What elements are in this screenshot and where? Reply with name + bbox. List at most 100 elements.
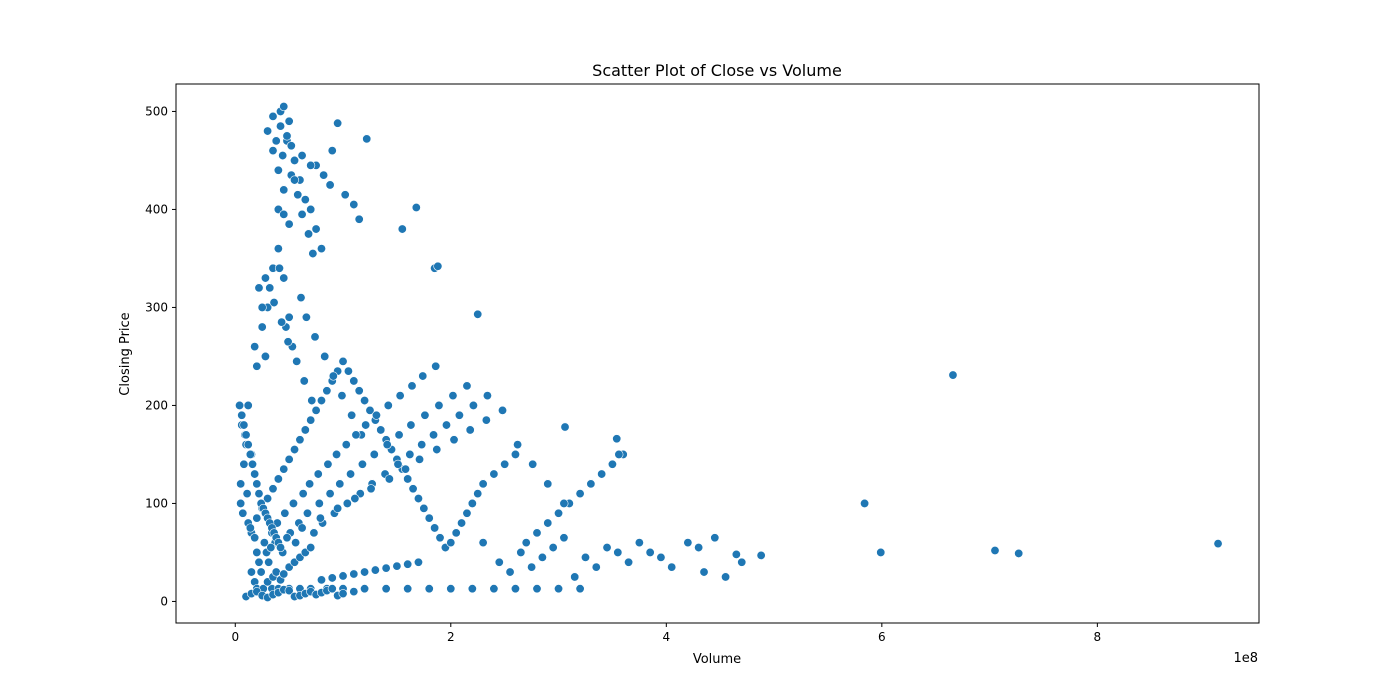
- data-point: [335, 479, 345, 489]
- data-point: [239, 459, 249, 469]
- data-point: [494, 557, 504, 567]
- data-point: [246, 567, 256, 577]
- data-point: [467, 584, 477, 594]
- y-tick-label: 0: [160, 594, 168, 608]
- y-tick-label: 100: [145, 496, 168, 510]
- data-point: [319, 170, 329, 180]
- data-point: [302, 508, 312, 518]
- data-point: [731, 549, 741, 559]
- data-point: [265, 283, 275, 293]
- data-point: [449, 435, 459, 445]
- data-point: [559, 533, 569, 543]
- data-point: [338, 356, 348, 366]
- data-point: [307, 396, 317, 406]
- data-point: [250, 342, 260, 352]
- data-point: [366, 484, 376, 494]
- data-point: [349, 376, 359, 386]
- data-point: [256, 567, 266, 577]
- data-point: [297, 151, 307, 161]
- data-point: [273, 165, 283, 175]
- data-point: [435, 533, 445, 543]
- data-point: [242, 489, 252, 499]
- data-point: [284, 586, 294, 596]
- data-point: [408, 484, 418, 494]
- data-point: [384, 474, 394, 484]
- x-tick-label: 4: [662, 630, 670, 644]
- data-point: [376, 425, 386, 435]
- data-point: [271, 567, 281, 577]
- data-point: [548, 543, 558, 553]
- data-point: [260, 351, 270, 361]
- data-point: [327, 584, 337, 594]
- data-point: [575, 489, 585, 499]
- x-axis-ticks: 0 2 4 6 8: [231, 623, 1101, 644]
- data-point: [403, 584, 413, 594]
- data-point: [308, 249, 318, 259]
- data-point: [263, 494, 273, 504]
- data-point: [300, 425, 310, 435]
- data-point: [349, 569, 359, 579]
- data-point: [337, 391, 347, 401]
- data-point: [876, 547, 886, 557]
- data-point: [299, 376, 309, 386]
- data-point: [424, 513, 434, 523]
- data-point: [279, 273, 289, 283]
- data-point: [446, 584, 456, 594]
- data-point: [245, 449, 255, 459]
- data-point: [478, 479, 488, 489]
- data-point: [597, 469, 607, 479]
- data-point: [554, 584, 564, 594]
- data-point: [282, 533, 292, 543]
- data-point: [297, 209, 307, 219]
- data-point: [683, 538, 693, 548]
- data-point: [338, 589, 348, 599]
- data-point: [306, 543, 316, 553]
- data-point: [286, 141, 296, 151]
- data-point: [586, 479, 596, 489]
- data-point: [607, 459, 617, 469]
- data-point: [430, 523, 440, 533]
- data-point: [260, 273, 270, 283]
- data-point: [1213, 539, 1223, 549]
- y-tick-label: 500: [145, 104, 168, 118]
- data-point: [257, 322, 267, 332]
- data-point: [403, 559, 413, 569]
- data-point: [274, 263, 284, 273]
- data-point: [279, 185, 289, 195]
- data-point: [401, 464, 411, 474]
- data-point: [451, 528, 461, 538]
- data-point: [513, 440, 523, 450]
- data-point: [432, 445, 442, 455]
- data-point: [481, 415, 491, 425]
- data-point: [263, 126, 273, 136]
- data-point: [354, 214, 364, 224]
- y-axis-label: Closing Price: [118, 312, 133, 395]
- data-point: [528, 459, 538, 469]
- x-tick-label: 6: [878, 630, 886, 644]
- data-point: [614, 449, 624, 459]
- data-point: [699, 567, 709, 577]
- data-point: [298, 489, 308, 499]
- data-point: [342, 498, 352, 508]
- data-point: [454, 410, 464, 420]
- data-point: [301, 312, 311, 322]
- data-point: [252, 513, 262, 523]
- data-point: [257, 302, 267, 312]
- x-axis-offset-label: 1e8: [1233, 651, 1258, 666]
- data-point: [266, 543, 276, 553]
- data-point: [309, 528, 319, 538]
- data-point: [297, 523, 307, 533]
- y-tick-label: 300: [145, 300, 168, 314]
- data-point: [360, 567, 370, 577]
- data-point: [279, 102, 289, 112]
- data-point: [413, 557, 423, 567]
- data-point: [350, 494, 360, 504]
- data-point: [333, 118, 343, 128]
- data-point: [316, 244, 326, 254]
- data-point: [393, 459, 403, 469]
- data-point: [413, 494, 423, 504]
- data-point: [527, 562, 537, 572]
- data-point: [252, 361, 262, 371]
- data-point: [433, 261, 443, 271]
- x-axis-label: Volume: [693, 652, 741, 667]
